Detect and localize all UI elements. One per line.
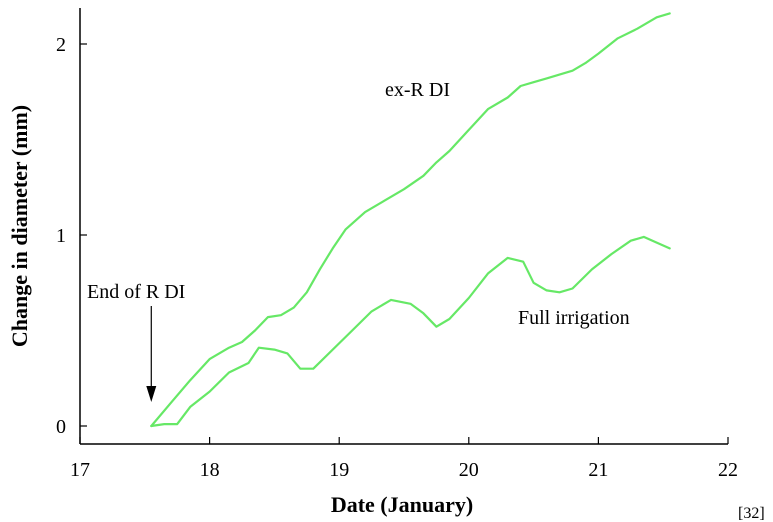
series1-label: ex-R DI: [385, 79, 450, 101]
y-tick-label: 1: [56, 225, 66, 247]
x-tick-label: 17: [70, 459, 90, 481]
y-ticks: 0 1 2: [56, 34, 87, 438]
x-tick-label: 22: [718, 459, 738, 481]
x-tick-label: 19: [329, 459, 349, 481]
axes: [79, 8, 728, 445]
series-layer: [150, 12, 671, 428]
y-tick-label: 2: [56, 34, 66, 56]
reference-label: [32]: [738, 505, 765, 522]
end-of-rdi-arrow: [146, 306, 157, 402]
y-tick-label: 0: [56, 416, 66, 438]
y-axis-title: Change in diameter (mm): [7, 105, 32, 347]
arrow-label: End of R DI: [87, 281, 185, 303]
series-line-full-irrigation: [150, 235, 671, 428]
x-tick-label: 18: [200, 459, 220, 481]
x-tick-label: 20: [459, 459, 479, 481]
x-tick-label: 21: [588, 459, 608, 481]
series-line-ex-rdi: [150, 12, 671, 428]
arrow-head: [146, 386, 157, 402]
x-ticks: 17 18 19 20 21 22: [70, 437, 738, 481]
series2-label: Full irrigation: [518, 307, 630, 329]
x-axis-title: Date (January): [331, 492, 473, 517]
